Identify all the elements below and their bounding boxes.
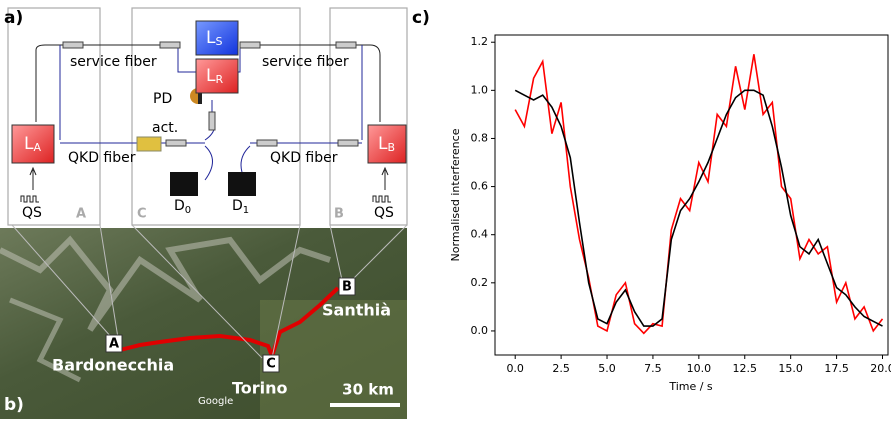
x-tick-label: 2.5 — [552, 362, 570, 375]
map: A C B Bardonecchia Torino Santhià Google… — [0, 225, 407, 419]
y-tick-label: 0.6 — [471, 180, 489, 193]
component-sub: 1 — [243, 205, 249, 216]
map-site: B — [342, 280, 352, 295]
series-line — [515, 54, 882, 333]
city: Santhià — [322, 301, 391, 320]
detector: D0 — [174, 198, 191, 216]
plot: 0.0 0.2 0.4 0.6 0.8 1.0 1.2 0.0 2.5 5.0 7.5 10.0 12.… — [471, 35, 891, 375]
y-tick-label: 1.0 — [471, 83, 489, 96]
site-label: B — [334, 207, 344, 222]
panel-label: c) — [412, 8, 430, 28]
y-tick-label: 0.2 — [471, 276, 489, 289]
y-tick-label: 1.2 — [471, 35, 489, 48]
site-label: A — [76, 207, 86, 222]
panel-label: a) — [4, 8, 23, 28]
x-axis-label: Time / s — [668, 380, 713, 393]
fiber-label: QKD fiber — [270, 150, 338, 166]
component-sub: A — [33, 141, 41, 154]
y-tick-label: 0.0 — [471, 324, 489, 337]
component-sub: S — [215, 35, 222, 48]
component-sub: R — [215, 73, 223, 86]
fiber-label: service fiber — [262, 54, 349, 70]
component-label: D — [174, 198, 185, 214]
attribution: Google — [198, 396, 233, 407]
component-sub: B — [387, 141, 395, 154]
x-tick-label: 10.0 — [687, 362, 712, 375]
component-sub: 0 — [185, 205, 191, 216]
x-tick-label: 20.0 — [870, 362, 891, 375]
x-tick-label: 7.5 — [644, 362, 662, 375]
component-label: QS — [22, 205, 42, 221]
x-tick-label: 15.0 — [778, 362, 803, 375]
schematic: a) LS LR LA LB D0 D1 service fiber servi… — [4, 8, 407, 225]
panel-label: b) — [4, 395, 24, 415]
city: Torino — [232, 379, 288, 398]
map-site: A — [109, 337, 119, 352]
site-label: C — [137, 207, 147, 222]
x-tick-label: 5.0 — [598, 362, 616, 375]
x-tick-label: 0.0 — [506, 362, 524, 375]
scale-label: 30 km — [342, 381, 394, 399]
city: Bardonecchia — [52, 356, 174, 375]
detector: D1 — [232, 198, 249, 216]
y-tick-label: 0.8 — [471, 131, 489, 144]
x-tick-label: 12.5 — [733, 362, 758, 375]
component-label: QS — [374, 205, 394, 221]
component-label: PD — [153, 91, 172, 107]
fiber-label: service fiber — [70, 54, 157, 70]
fiber-label: QKD fiber — [68, 150, 136, 166]
x-tick-label: 17.5 — [824, 362, 849, 375]
y-tick-label: 0.4 — [471, 228, 489, 241]
y-axis-label: Normalised interference — [449, 128, 462, 261]
component-label: D — [232, 198, 243, 214]
series-line — [515, 90, 882, 326]
map-site: C — [266, 357, 276, 372]
component-label: act. — [152, 120, 178, 136]
